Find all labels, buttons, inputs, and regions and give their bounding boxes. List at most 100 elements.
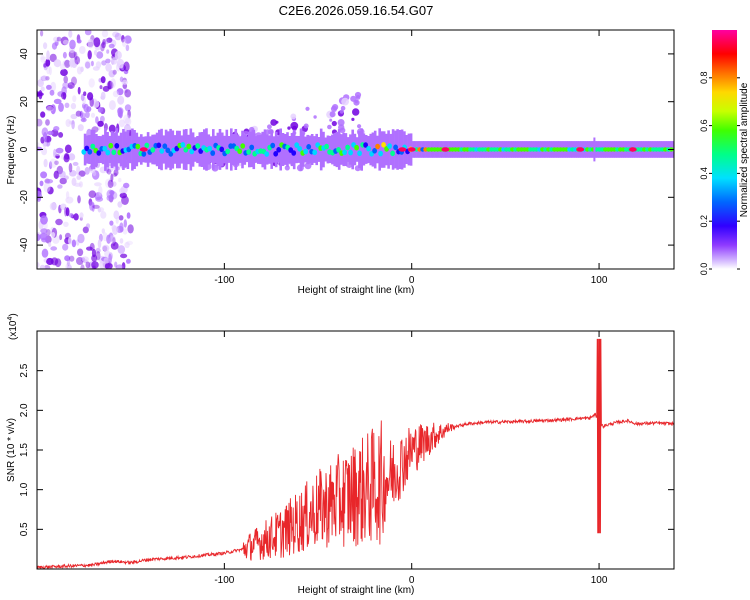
spectrogram-band-core — [159, 148, 165, 154]
spectrogram-band-core — [96, 150, 102, 156]
spectrogram-sidelobe-blob — [329, 118, 333, 122]
spectrogram-band-halo — [131, 128, 134, 171]
spectrogram-noise-speck — [40, 228, 48, 234]
spectrogram-band-halo — [351, 129, 354, 170]
spectrogram-band-core — [219, 146, 225, 153]
spectrogram-noise-speck — [63, 221, 69, 227]
spectrogram-noise-speck — [102, 85, 110, 92]
spectrogram-band-core — [357, 150, 362, 157]
spectrogram-noise-speck — [113, 172, 117, 177]
spectrogram-noise-speck — [60, 68, 68, 77]
colorbar-ticks: 0.0 0.2 0.4 0.6 0.8 — [699, 72, 740, 276]
spectrogram-noise-speck — [71, 239, 77, 248]
spectrogram-noise-speck — [62, 39, 69, 45]
spectrogram-band-core — [195, 143, 201, 149]
spectrogram-noise-speck — [40, 56, 48, 61]
spectrogram-noise-speck — [62, 51, 67, 59]
spectrogram-band-core — [375, 143, 380, 150]
spectrogram-noise-speck — [126, 240, 133, 246]
spectrogram-band-halo — [187, 134, 190, 165]
snr-ytick-label: 2.0 — [19, 403, 30, 417]
spectrogram-noise-speck — [85, 261, 91, 269]
spectrogram-noise-speck — [58, 102, 64, 113]
spectrogram-noise-speck — [37, 262, 40, 268]
spectrogram-noise-speck — [50, 246, 58, 251]
spectrogram-noise-speck — [95, 247, 101, 254]
colorbar-tick-label: 0.0 — [699, 263, 709, 276]
spectrogram-sidelobe-blob — [313, 115, 317, 119]
spectrogram-sidelobe-blob — [287, 126, 291, 130]
spectrogram-band-core — [90, 143, 96, 150]
spectrogram-band-halo — [232, 134, 235, 165]
spectrogram-sidelobe-blob — [290, 113, 297, 120]
spectrogram-noise-speck — [111, 57, 118, 65]
spectrogram-band-halo — [180, 135, 184, 164]
spectrogram-band-halo — [155, 132, 159, 167]
spectrogram-band-halo — [110, 131, 114, 168]
spectrogram-noise-speck — [91, 261, 99, 269]
spectrogram-hotspot — [139, 147, 148, 152]
colorbar: 0.0 0.2 0.4 0.6 0.8 Normalized spectral ampl… — [699, 30, 750, 275]
spectrogram-ytick-label: 20 — [19, 96, 30, 108]
spectrogram-noise-speck — [65, 119, 71, 127]
spectrogram-noise-speck — [80, 93, 85, 102]
snr-panel: -100 0 100 0.5 1.0 1.5 2.0 2.5 Height of straig… — [6, 313, 675, 596]
spectrogram-hotspot — [398, 147, 407, 152]
spectrogram-noise-speck — [78, 170, 86, 177]
spectrogram-band-core — [387, 143, 392, 149]
spectrogram-noise-speck — [60, 63, 66, 71]
spectrogram-band-halo — [241, 130, 244, 169]
spectrogram-noise-speck — [95, 116, 99, 124]
spectrogram-noise-speck — [40, 171, 48, 179]
spectrogram-noise-speck — [105, 63, 112, 72]
spectrogram-band-halo — [146, 132, 150, 167]
spectrogram-noise-speck — [57, 184, 63, 189]
spectrogram-noise-speck — [119, 76, 124, 83]
colorbar-gradient — [712, 30, 737, 269]
spectrogram-noise-speck — [68, 153, 76, 161]
spectrogram-band-core — [183, 147, 189, 153]
spectrogram-noise-speck — [112, 90, 119, 98]
spectrogram-noise-speck — [119, 192, 128, 199]
spectrogram-noise-speck — [81, 256, 89, 262]
spectrogram-noise-speck — [112, 31, 120, 38]
spectrogram-noise-speck — [86, 246, 93, 251]
snr-xtick-label: -100 — [214, 575, 234, 586]
spectrogram-band-halo — [90, 129, 94, 170]
spectrogram-band-halo — [315, 133, 318, 166]
spectrogram-noise-speck — [97, 207, 102, 213]
spectrogram-band-core — [144, 142, 150, 149]
snr-ylabel: SNR (10 * v/v) — [6, 418, 17, 482]
spectrogram-noise-speck — [40, 30, 44, 37]
spectrogram-sidelobe-blob — [339, 109, 344, 114]
spectrogram-noise-speck — [95, 61, 102, 69]
spectrogram-ytick-label: -40 — [19, 237, 30, 252]
spectrogram-band-core — [336, 147, 341, 153]
spectrogram-band-core — [270, 142, 276, 149]
spectrogram-band-halo — [380, 131, 384, 168]
spectrogram-band-halo — [265, 134, 269, 165]
spectrogram-noise-speck — [106, 189, 114, 199]
snr-xlabel: Height of straight line (km) — [298, 585, 415, 596]
spectrogram-noise-speck — [41, 248, 49, 258]
spectrogram-ytick-label: -20 — [19, 190, 30, 205]
spectrogram-hotspot — [576, 147, 585, 152]
spectrogram-sidelobe-blob — [337, 119, 345, 126]
spectrogram-noise-speck — [68, 170, 77, 177]
spectrogram-band-core — [168, 151, 174, 157]
spectrogram-band-core — [180, 142, 186, 148]
spectrogram-noise-speck — [69, 255, 75, 262]
spectrogram-noise-speck — [69, 39, 76, 50]
spectrogram-noise-speck — [122, 228, 128, 235]
spectrogram-noise-speck — [37, 91, 41, 97]
snr-ytick-label: 0.5 — [19, 522, 30, 536]
spectrogram-noise-speck — [68, 120, 75, 125]
spectrogram-noise-speck — [49, 161, 53, 170]
spectrogram-noise-speck — [107, 179, 114, 189]
spectrogram-noise-speck — [45, 179, 54, 184]
spectrogram-noise-speck — [119, 187, 125, 194]
colorbar-tick-label: 0.6 — [699, 119, 709, 132]
spectrogram-band-halo — [349, 134, 352, 165]
spectrogram-noise-speck — [117, 95, 125, 105]
spectrogram-noise-speck — [39, 264, 46, 269]
